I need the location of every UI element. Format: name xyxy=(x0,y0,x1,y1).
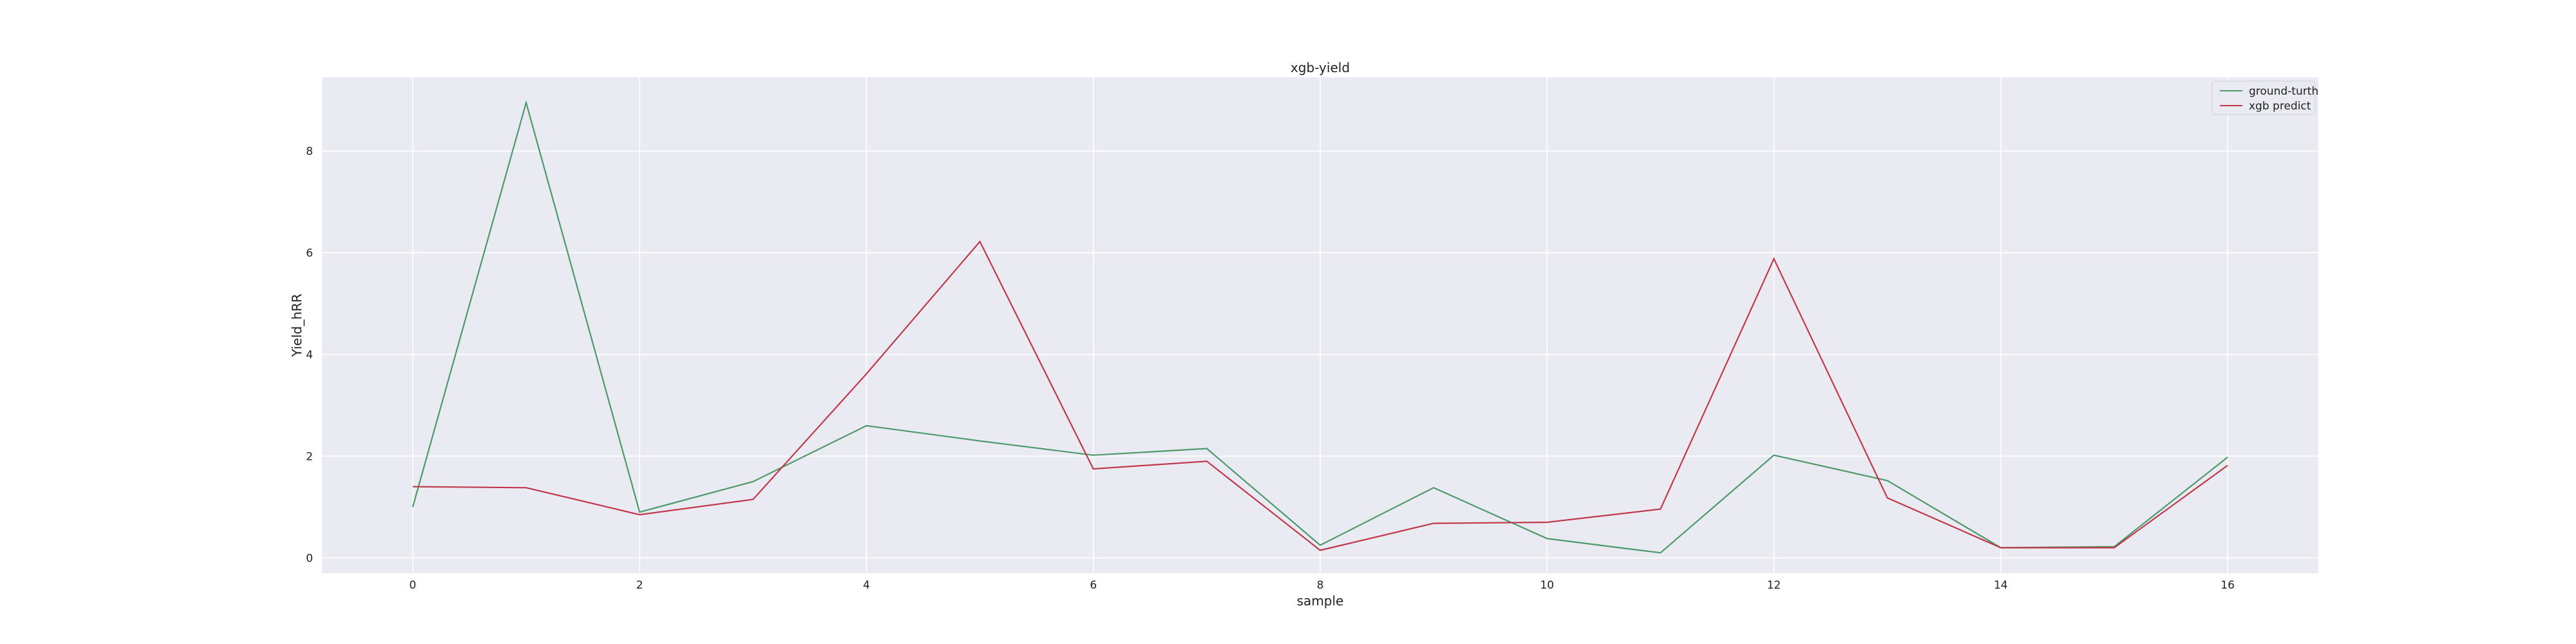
x-tick-label: 4 xyxy=(863,579,870,592)
x-tick-label: 14 xyxy=(1994,579,2008,592)
x-tick-label: 2 xyxy=(636,579,643,592)
x-axis-label: sample xyxy=(1297,593,1344,609)
x-tick-labels: 0 2 4 6 8 10 12 14 16 xyxy=(409,579,2234,592)
x-tick-label: 12 xyxy=(1767,579,1781,592)
y-tick-label: 8 xyxy=(306,146,313,158)
legend: ground-turth xgb predict xyxy=(2211,80,2318,115)
x-tick-label: 0 xyxy=(409,579,416,592)
x-tick-label: 16 xyxy=(2221,579,2235,592)
y-tick-labels: 0 2 4 6 8 xyxy=(306,146,313,565)
x-tick-label: 6 xyxy=(1090,579,1097,592)
y-tick-label: 6 xyxy=(306,247,313,260)
x-tick-label: 10 xyxy=(1540,579,1554,592)
series-line-ground-turth xyxy=(412,100,2228,554)
y-tick-label: 4 xyxy=(306,348,313,361)
grid-lines xyxy=(322,77,2318,573)
x-tick-label: 8 xyxy=(1317,579,1324,592)
y-tick-label: 2 xyxy=(306,450,313,463)
series-line-xgb-predict xyxy=(412,240,2228,551)
legend-label-ground-turth: ground-turth xyxy=(2249,85,2318,98)
legend-label-xgb-predict: xgb predict xyxy=(2249,100,2311,113)
y-axis-label: Yield_hRR xyxy=(289,294,305,357)
chart-title: xgb-yield xyxy=(1291,60,1350,75)
series-lines xyxy=(412,100,2228,554)
y-tick-label: 0 xyxy=(306,552,313,565)
